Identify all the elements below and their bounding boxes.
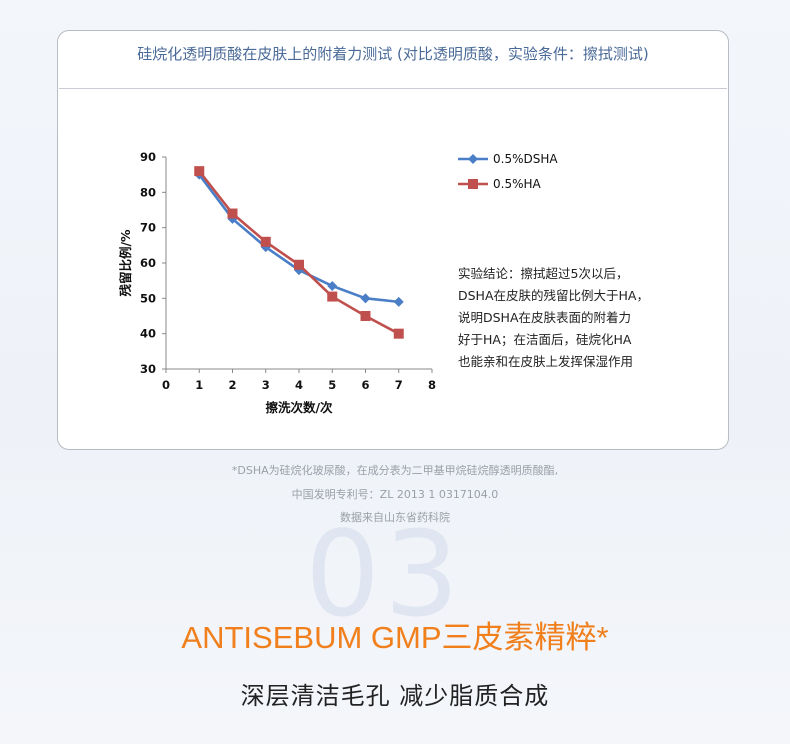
chart-card-title: 硅烷化透明质酸在皮肤上的附着力测试 (对比透明质酸，实验条件：擦拭测试)	[137, 45, 649, 63]
footnote-line: 中国发明专利号：ZL 2013 1 0317104.0	[291, 488, 499, 501]
data-point-0-5-dsha	[327, 280, 338, 291]
conclusion-line: 好于HA；在洁面后，硅烷化HA	[458, 332, 632, 347]
conclusion-text: 实验结论：擦拭超过5次以后， DSHA在皮肤的残留比例大于HA， 说明DSHA在…	[458, 263, 688, 373]
title-divider	[59, 88, 727, 89]
section-number: 03	[305, 505, 464, 643]
y-tick-label: 30	[140, 362, 156, 376]
data-point-0-5-ha	[294, 259, 304, 270]
product-headline: ANTISEBUM GMP三皮素精粹*	[181, 620, 609, 655]
x-tick-label: 8	[428, 378, 436, 392]
y-tick-label: 80	[140, 185, 156, 199]
x-tick-label: 1	[195, 378, 203, 392]
y-tick-label: 40	[140, 327, 156, 341]
data-point-0-5-ha	[227, 208, 238, 219]
x-tick-label: 0	[162, 378, 170, 392]
legend-label-0-5-ha: 0.5%HA	[493, 177, 542, 191]
legend-label-0-5-dsha: 0.5%DSHA	[493, 152, 558, 166]
chart-legend: 0.5%DSHA 0.5%HA	[458, 152, 558, 191]
data-point-0-5-ha	[393, 328, 404, 339]
data-point-0-5-dsha	[294, 265, 304, 276]
y-tick-label: 90	[140, 150, 156, 164]
x-tick-label: 4	[295, 378, 303, 392]
x-tick-label: 5	[328, 378, 336, 392]
product-subheadline: 深层清洁毛孔 减少脂质合成	[240, 682, 550, 710]
data-point-0-5-dsha	[393, 296, 404, 307]
y-axis-label: 残留比例/%	[118, 229, 133, 297]
conclusion-line: DSHA在皮肤的残留比例大于HA，	[458, 288, 649, 303]
series-layer	[194, 166, 404, 339]
x-tick-label: 2	[228, 378, 236, 392]
data-point-0-5-ha	[194, 166, 205, 177]
data-point-0-5-dsha	[360, 293, 371, 304]
series-line-0-5-dsha	[198, 173, 399, 304]
conclusion-line: 实验结论：擦拭超过5次以后，	[458, 266, 629, 281]
y-tick-label: 50	[140, 291, 156, 305]
legend-marker-0-5-ha	[468, 179, 478, 189]
x-tick-label: 7	[395, 378, 403, 392]
data-point-0-5-ha	[360, 311, 371, 321]
x-tick-label: 6	[361, 378, 369, 392]
series-line-0-5-ha	[198, 170, 400, 335]
footnote-line: 数据来自山东省药科院	[340, 511, 450, 524]
footnote-line: *DSHA为硅烷化玻尿酸，在成分表为二甲基甲烷硅烷醇透明质酸酯,	[231, 464, 559, 477]
legend-marker-0-5-dsha	[468, 154, 478, 164]
y-tick-label: 70	[140, 221, 156, 235]
x-axis-label: 擦洗次数/次	[265, 400, 333, 415]
line-chart: 30 40 50 60 70 80 90 0 1 2 3 4 5 6 7 8 擦洗次数/次 残留比例/% 0…	[118, 150, 558, 415]
x-tick-labels: 0 1 2 3 4 5 6 7 8	[162, 369, 436, 392]
y-tick-labels: 30 40 50 60 70 80 90	[140, 150, 166, 376]
conclusion-line: 也能亲和在皮肤上发挥保湿作用	[458, 354, 634, 369]
conclusion-line: 说明DSHA在皮肤表面的附着力	[458, 310, 632, 325]
y-tick-label: 60	[140, 256, 156, 270]
data-point-0-5-ha	[327, 291, 338, 302]
x-tick-label: 3	[262, 378, 270, 392]
chart-card: 硅烷化透明质酸在皮肤上的附着力测试 (对比透明质酸，实验条件：擦拭测试) 30 4…	[57, 30, 729, 450]
data-point-0-5-ha	[260, 236, 271, 247]
